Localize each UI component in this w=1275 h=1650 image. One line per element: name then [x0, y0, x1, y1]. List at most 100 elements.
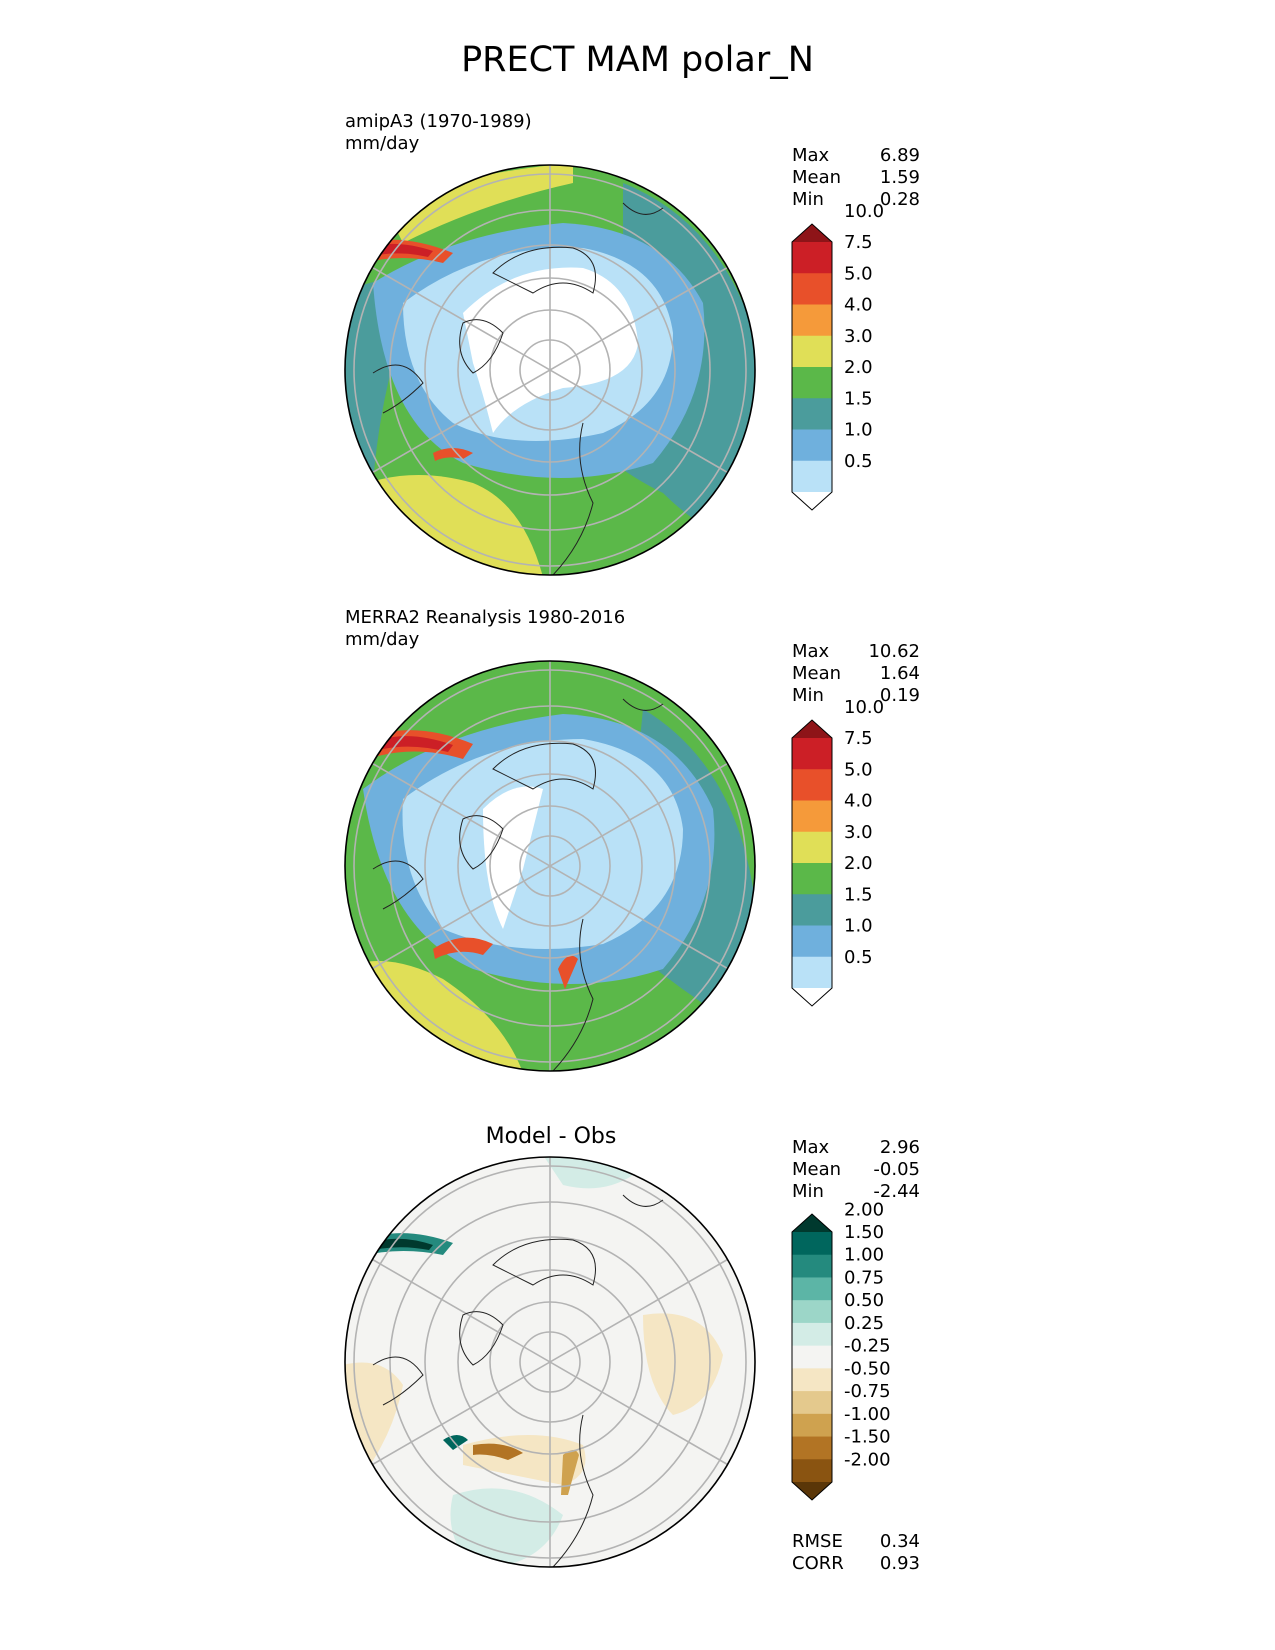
- colorbar-tick-label: -0.50: [844, 1358, 891, 1379]
- colorbar-tick-label: 10.0: [844, 201, 884, 222]
- colorbar-segment: [792, 304, 832, 337]
- panel-test-units: mm/day: [345, 133, 420, 154]
- colorbar-tick-label: 2.0: [844, 853, 873, 874]
- colorbar-tick-label: 1.00: [844, 1245, 884, 1266]
- colorbar-tick-label: -0.75: [844, 1381, 891, 1402]
- stat-label: Min: [792, 685, 824, 706]
- metric-rmse: 0.34: [879, 1531, 920, 1552]
- colorbar-tick-label: 1.0: [844, 420, 873, 441]
- colorbar-segment: [792, 1368, 832, 1392]
- colorbar-tick-label: 4.0: [844, 791, 873, 812]
- colorbar-tick-label: -1.00: [844, 1404, 891, 1425]
- map-boundary: [344, 164, 756, 576]
- stat-max: 2.96: [879, 1137, 920, 1158]
- stat-mean: -0.05: [873, 1159, 920, 1180]
- colorbar-ref: 0.5 1.0 1.5 2.0 3.0 4.0 5.0 7.5 10.0: [791, 697, 884, 1007]
- colorbar-extend-low: [792, 492, 832, 510]
- colorbar-tick-label: 0.50: [844, 1290, 884, 1311]
- colorbar-outline: [791, 1213, 833, 1501]
- colorbar-segment: [792, 1300, 832, 1324]
- stats-test: Max 6.89 Mean 1.59 Min 0.28: [792, 145, 920, 211]
- colorbar-segment: [792, 367, 832, 399]
- colorbar-extend-low: [792, 1482, 832, 1500]
- colorbar-tick-label: 1.50: [844, 1222, 884, 1243]
- colorbar-extend-high: [792, 224, 832, 242]
- colorbar-tick-label: -1.50: [844, 1427, 891, 1448]
- panel-diff-title: Model - Obs: [485, 1124, 617, 1149]
- colorbar-segment: [792, 273, 832, 305]
- colorbar-segment: [792, 335, 832, 368]
- field-teal-west: [345, 279, 423, 493]
- colorbar-tick-label: 1.5: [844, 388, 873, 409]
- colorbar-tick-label: 2.00: [844, 1199, 884, 1220]
- colorbar-tick-label: 0.5: [844, 451, 873, 472]
- colorbar-tick-label: 7.5: [844, 232, 873, 253]
- graticule: [353, 165, 747, 575]
- colorbar-segment: [792, 242, 832, 274]
- field-red-core: [378, 243, 433, 257]
- colorbar-tick-label: 0.25: [844, 1313, 884, 1334]
- colorbar-extend-high: [792, 720, 832, 738]
- colorbar-segment: [792, 1322, 832, 1347]
- colorbar-segment: [792, 831, 832, 864]
- colorbar-tick-label: 5.0: [844, 263, 873, 284]
- field-mint-south: [450, 1488, 563, 1567]
- colorbar-tick-label: 0.5: [844, 947, 873, 968]
- stat-label: Mean: [792, 167, 842, 188]
- stat-min: 0.19: [879, 685, 920, 706]
- map-test: [344, 164, 756, 576]
- colorbar-tick-label: -2.00: [844, 1449, 891, 1470]
- colorbar-outline: [791, 223, 833, 511]
- field-brown-strip: [561, 1450, 579, 1495]
- colorbar-segment: [792, 1345, 832, 1369]
- colorbar-tick-label: 1.0: [844, 916, 873, 937]
- colorbar-segment: [792, 1459, 832, 1483]
- colorbar-tick-label: 1.5: [844, 884, 873, 905]
- stat-min: -2.44: [873, 1181, 920, 1202]
- colorbar-test: 0.5 1.0 1.5 2.0 3.0 4.0 5.0 7.5 10.0: [791, 201, 884, 511]
- field-tan-east: [643, 1313, 723, 1415]
- field-red-spot: [433, 937, 493, 959]
- panel-test-name: amipA3 (1970-1989): [345, 111, 532, 132]
- colorbar-extend-high: [792, 1214, 832, 1232]
- colorbar-segment: [792, 429, 832, 462]
- colorbar-tick-label: 7.5: [844, 728, 873, 749]
- map-diff: [344, 1156, 756, 1568]
- coastlines: [372, 698, 664, 1072]
- stat-label: Mean: [792, 663, 842, 684]
- colorbar-extend-low: [792, 988, 832, 1006]
- colorbar-segment: [792, 1413, 832, 1438]
- stat-mean: 1.64: [879, 663, 920, 684]
- colorbar-segment: [792, 925, 832, 958]
- colorbar-segment: [792, 738, 832, 770]
- colorbar-tick-label: 0.75: [844, 1267, 884, 1288]
- coastlines: [372, 1194, 664, 1568]
- colorbar-tick-label: 3.0: [844, 822, 873, 843]
- stat-label: Min: [792, 1181, 824, 1202]
- colorbar-segment: [792, 956, 832, 989]
- stat-label: Max: [792, 641, 830, 662]
- colorbar-tick-label: 10.0: [844, 697, 884, 718]
- panel-ref-units: mm/day: [345, 629, 420, 650]
- graticule: [353, 661, 747, 1071]
- stat-label: Mean: [792, 1159, 842, 1180]
- metric-corr: 0.93: [879, 1553, 920, 1574]
- map-boundary: [344, 1156, 756, 1568]
- stats-ref: Max 10.62 Mean 1.64 Min 0.19: [792, 641, 920, 707]
- colorbar-segment: [792, 894, 832, 926]
- colorbar-tick-label: -0.25: [844, 1336, 891, 1357]
- metric-label: CORR: [792, 1553, 844, 1574]
- stat-label: Max: [792, 145, 830, 166]
- field-brown-spot: [473, 1443, 523, 1460]
- colorbar-segment: [792, 800, 832, 833]
- colorbar-tick-label: 4.0: [844, 295, 873, 316]
- colorbar-tick-label: 5.0: [844, 759, 873, 780]
- colorbar-segment: [792, 1391, 832, 1415]
- colorbar-tick-label: 3.0: [844, 326, 873, 347]
- map-ref: [344, 660, 756, 1072]
- colorbar-segment: [792, 1254, 832, 1278]
- field-red-spot-2: [558, 955, 578, 989]
- coastlines: [372, 202, 664, 576]
- colorbar-segment: [792, 1277, 832, 1301]
- colorbar-segment: [792, 863, 832, 895]
